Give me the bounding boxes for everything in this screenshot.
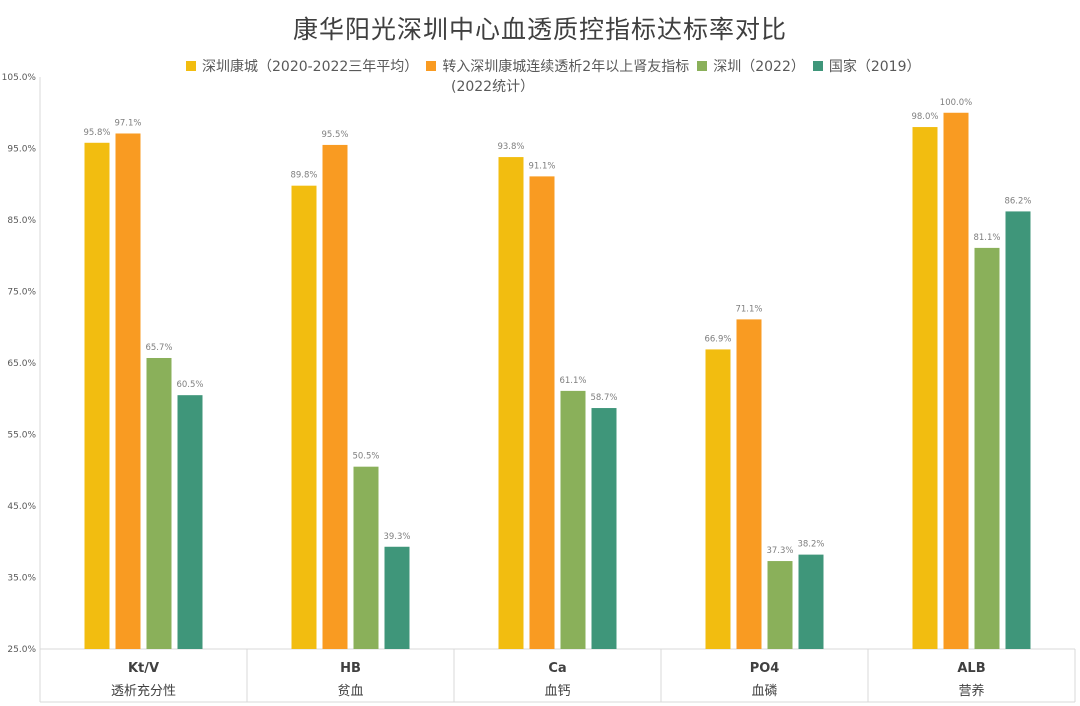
data-label: 89.8% (290, 171, 317, 181)
legend-swatch-4 (812, 61, 823, 71)
legend-swatch-1 (186, 61, 196, 71)
legend-item-4: 国家（2019） (812, 56, 921, 76)
legend-swatch-3 (697, 61, 708, 71)
y-tick-label: 95.0% (7, 145, 36, 155)
bar (146, 357, 172, 649)
bar (384, 546, 410, 649)
bar (529, 176, 555, 649)
data-label: 65.7% (145, 343, 172, 353)
bar (353, 466, 379, 649)
data-label: 61.1% (559, 376, 586, 386)
bar (943, 112, 969, 649)
x-category-subtitle: 透析充分性 (111, 683, 176, 699)
bar (974, 247, 1000, 649)
data-label: 97.1% (114, 118, 141, 128)
y-tick-label: 105.0% (2, 73, 37, 83)
x-tick-label: HB (340, 661, 361, 676)
y-tick-label: 45.0% (7, 502, 36, 512)
x-tick-label: PO4 (750, 661, 780, 676)
chart-title: 康华阳光深圳中心血透质控指标达标率对比 (292, 15, 787, 44)
bar (115, 133, 141, 650)
bar (498, 157, 524, 649)
legend-item-1: 深圳康城（2020-2022三年平均） (186, 56, 418, 76)
data-label: 95.8% (83, 128, 110, 138)
bar (912, 127, 938, 650)
legend-label-3: 深圳（2022） (713, 59, 805, 75)
data-label: 38.2% (797, 540, 824, 550)
data-label: 50.5% (352, 452, 379, 462)
bar (1005, 211, 1031, 650)
data-label: 37.3% (766, 546, 793, 556)
data-label: 100.0% (940, 98, 972, 108)
data-label: 98.0% (911, 112, 938, 122)
data-label: 93.8% (497, 142, 524, 152)
bar (767, 561, 793, 649)
x-category-subtitle: 贫血 (337, 683, 363, 699)
legend-continuation: (2022统计） (186, 77, 1006, 95)
bar (560, 390, 586, 649)
bar (291, 185, 317, 649)
legend: 深圳康城（2020-2022三年平均） 转入深圳康城连续透析2年以上肾友指标 深… (186, 57, 1006, 95)
bar (736, 319, 762, 649)
y-tick-label: 35.0% (7, 574, 36, 584)
bar (798, 554, 824, 649)
legend-row: 深圳康城（2020-2022三年平均） 转入深圳康城连续透析2年以上肾友指标 深… (186, 57, 1006, 75)
data-label: 66.9% (704, 334, 731, 344)
y-tick-label: 55.0% (7, 431, 36, 441)
legend-item-3: 深圳（2022） (697, 56, 805, 76)
y-tick-label: 65.0% (7, 359, 36, 369)
y-tick-label: 85.0% (7, 216, 36, 226)
data-label: 58.7% (590, 393, 617, 403)
x-tick-label: ALB (957, 661, 985, 676)
y-tick-label: 25.0% (7, 645, 36, 655)
data-label: 71.1% (735, 304, 762, 314)
data-label: 60.5% (176, 380, 203, 390)
x-category-subtitle: 血钙 (544, 684, 570, 699)
x-category-subtitle: 营养 (958, 683, 984, 699)
bar (84, 142, 110, 649)
x-tick-label: Ca (548, 661, 566, 676)
legend-label-1: 深圳康城（2020-2022三年平均） (202, 59, 419, 75)
data-label: 86.2% (1004, 196, 1031, 206)
bar (322, 144, 348, 650)
bar (705, 349, 731, 649)
bar (177, 395, 203, 649)
bar (591, 408, 617, 649)
data-label: 95.5% (321, 130, 348, 140)
data-label: 39.3% (383, 532, 410, 542)
y-tick-label: 75.0% (7, 288, 36, 298)
data-label: 81.1% (973, 233, 1000, 243)
legend-label-4: 国家（2019） (828, 59, 921, 75)
legend-label-2-cont: (2022统计） (451, 79, 535, 95)
legend-label-2: 转入深圳康城连续透析2年以上肾友指标 (442, 59, 690, 75)
legend-swatch-2 (426, 61, 437, 71)
x-tick-label: Kt/V (128, 661, 159, 676)
legend-item-2: 转入深圳康城连续透析2年以上肾友指标 (426, 56, 689, 76)
data-label: 91.1% (528, 161, 555, 171)
x-category-subtitle: 血磷 (751, 684, 777, 699)
